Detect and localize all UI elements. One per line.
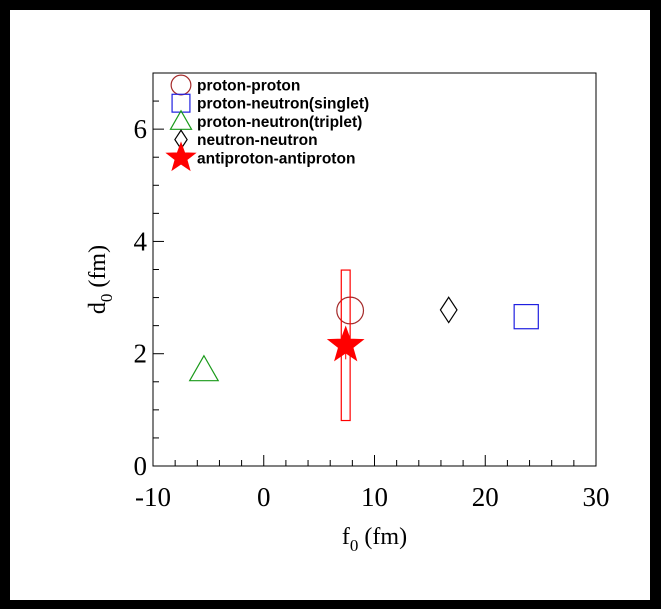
x-tick-label: 10 [361, 482, 388, 512]
y-tick-label: 2 [134, 339, 148, 369]
data-point-star [326, 325, 365, 362]
x-tick-label: 20 [472, 482, 499, 512]
y-axis-title: d0 (fm) [85, 245, 116, 314]
data-point-square [513, 303, 539, 330]
y-tick-label: 0 [134, 451, 148, 481]
legend-label: proton-proton [197, 78, 300, 95]
legend-marker-triangle [169, 109, 193, 130]
x-axis-title: f0 (fm) [342, 524, 407, 555]
legend-marker-star [165, 141, 197, 172]
legend-label: antiproton-antiproton [197, 150, 355, 167]
legend-label: proton-neutron(singlet) [197, 96, 369, 113]
legend-marker-square [171, 93, 191, 113]
x-tick-label: 30 [583, 482, 610, 512]
data-point-diamond [439, 296, 458, 324]
data-point-triangle [188, 354, 220, 382]
y-tick-label: 4 [134, 226, 148, 256]
plot-frame: -10 0 10 20 30 0 2 4 6 f0 (fm) d0 (fm) proton-proto… [10, 10, 650, 600]
y-tick-label: 6 [134, 114, 148, 144]
legend-marker-circle [170, 74, 192, 96]
legend-label: neutron-neutron [197, 132, 318, 149]
legend-label: proton-neutron(triplet) [197, 114, 362, 131]
x-tick-label: -10 [135, 482, 171, 512]
x-tick-label: 0 [257, 482, 271, 512]
